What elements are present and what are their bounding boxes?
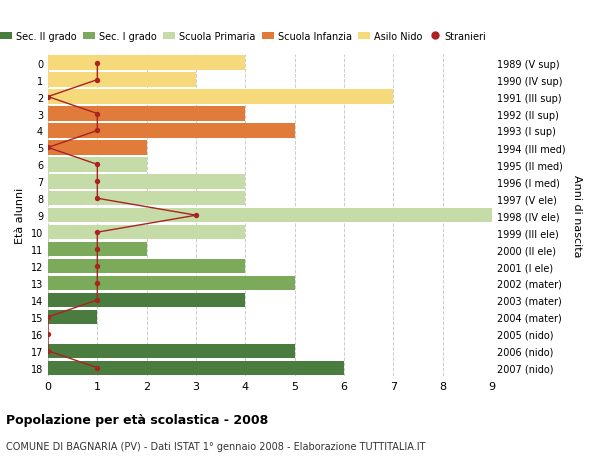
Bar (48, 107, 245, 122)
Bar (48, 225, 245, 240)
Y-axis label: Età alunni: Età alunni (15, 188, 25, 244)
Point (92, 280, 102, 287)
Point (92, 161, 102, 168)
Point (92, 77, 102, 84)
Point (92, 297, 102, 304)
Y-axis label: Anni di nascita: Anni di nascita (572, 174, 582, 257)
Bar (48, 242, 146, 257)
Point (92, 128, 102, 135)
Point (92, 263, 102, 270)
Bar (48, 276, 295, 291)
Point (92, 364, 102, 372)
Bar (48, 141, 146, 155)
Bar (48, 344, 295, 358)
Text: COMUNE DI BAGNARIA (PV) - Dati ISTAT 1° gennaio 2008 - Elaborazione TUTTITALIA.I: COMUNE DI BAGNARIA (PV) - Dati ISTAT 1° … (6, 441, 425, 451)
Bar (48, 56, 245, 71)
Point (92, 229, 102, 236)
Point (43, 347, 53, 355)
Bar (48, 90, 394, 105)
Point (43, 145, 53, 152)
Point (92, 246, 102, 253)
Point (43, 94, 53, 101)
Bar (48, 208, 492, 223)
Bar (48, 158, 146, 172)
Point (43, 313, 53, 321)
Text: Popolazione per età scolastica - 2008: Popolazione per età scolastica - 2008 (6, 413, 268, 426)
Point (92, 178, 102, 185)
Point (92, 60, 102, 67)
Bar (48, 310, 97, 325)
Bar (48, 73, 196, 88)
Point (43, 330, 53, 338)
Point (191, 212, 201, 219)
Bar (48, 175, 245, 189)
Bar (48, 259, 245, 274)
Legend: Sec. II grado, Sec. I grado, Scuola Primaria, Scuola Infanzia, Asilo Nido, Stran: Sec. II grado, Sec. I grado, Scuola Prim… (0, 28, 490, 45)
Bar (48, 192, 245, 206)
Bar (48, 361, 344, 375)
Bar (48, 293, 245, 308)
Point (92, 111, 102, 118)
Bar (48, 124, 295, 138)
Point (92, 195, 102, 202)
